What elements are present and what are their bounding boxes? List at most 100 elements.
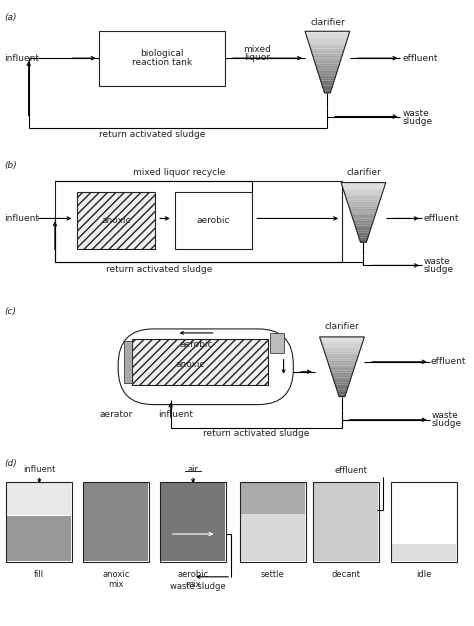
Polygon shape — [341, 183, 386, 185]
Polygon shape — [337, 392, 346, 394]
Polygon shape — [324, 91, 331, 93]
Text: effluent: effluent — [430, 357, 466, 366]
Text: sludge: sludge — [431, 419, 462, 428]
Text: sludge: sludge — [424, 265, 454, 274]
Polygon shape — [328, 361, 356, 363]
Polygon shape — [323, 88, 332, 91]
Polygon shape — [338, 394, 346, 397]
Polygon shape — [356, 228, 371, 230]
Polygon shape — [334, 380, 350, 382]
Text: effluent: effluent — [334, 466, 367, 475]
FancyBboxPatch shape — [118, 329, 293, 404]
Polygon shape — [320, 81, 334, 83]
Bar — [240, 482, 306, 562]
Text: waste: waste — [431, 411, 458, 420]
Bar — [132, 339, 268, 385]
Polygon shape — [335, 382, 350, 385]
Text: sludge: sludge — [402, 117, 432, 126]
Text: (d): (d) — [4, 459, 17, 468]
Polygon shape — [317, 68, 338, 71]
Bar — [241, 483, 305, 515]
Polygon shape — [345, 195, 382, 197]
Polygon shape — [318, 73, 337, 76]
Polygon shape — [346, 199, 380, 202]
Polygon shape — [309, 44, 346, 46]
Polygon shape — [322, 344, 362, 346]
Polygon shape — [306, 34, 349, 36]
Polygon shape — [313, 56, 342, 58]
Polygon shape — [336, 387, 348, 389]
Bar — [7, 516, 72, 561]
Text: settle: settle — [261, 570, 285, 579]
Polygon shape — [350, 209, 377, 211]
Text: fill: fill — [34, 570, 45, 579]
Polygon shape — [319, 76, 336, 78]
Polygon shape — [330, 368, 354, 371]
Text: influent: influent — [4, 54, 39, 63]
Text: clarifier: clarifier — [310, 18, 345, 27]
Polygon shape — [355, 225, 372, 228]
Text: aerobic: aerobic — [197, 216, 230, 225]
Polygon shape — [360, 240, 367, 242]
Bar — [241, 514, 305, 561]
Bar — [6, 482, 73, 562]
Bar — [6, 482, 73, 562]
Text: anoxic: anoxic — [175, 361, 205, 369]
Polygon shape — [315, 63, 340, 66]
Text: effluent: effluent — [424, 214, 459, 223]
Text: return activated sludge: return activated sludge — [203, 429, 310, 438]
Text: clarifier: clarifier — [325, 322, 359, 331]
Text: clarifier: clarifier — [346, 168, 381, 177]
Polygon shape — [322, 86, 333, 88]
Polygon shape — [321, 83, 333, 86]
Polygon shape — [351, 213, 376, 216]
Bar — [174, 192, 253, 249]
Bar — [99, 31, 225, 86]
Polygon shape — [319, 337, 365, 339]
Polygon shape — [324, 351, 360, 354]
Polygon shape — [335, 385, 349, 387]
Bar — [313, 482, 379, 562]
Polygon shape — [354, 221, 374, 223]
Polygon shape — [347, 202, 380, 204]
Polygon shape — [323, 346, 361, 349]
Polygon shape — [310, 49, 344, 51]
Polygon shape — [357, 233, 369, 235]
Text: return activated sludge: return activated sludge — [106, 265, 213, 274]
Polygon shape — [350, 211, 376, 213]
Bar — [314, 483, 378, 561]
Text: aerobic
mix: aerobic mix — [177, 570, 209, 589]
Text: idle: idle — [416, 570, 431, 579]
Text: waste sludge: waste sludge — [170, 582, 226, 591]
Text: reaction tank: reaction tank — [132, 58, 192, 67]
Polygon shape — [330, 371, 354, 372]
Polygon shape — [348, 204, 379, 207]
Polygon shape — [333, 377, 351, 380]
Polygon shape — [320, 78, 335, 81]
Bar — [84, 483, 148, 561]
Bar — [161, 483, 225, 561]
Polygon shape — [352, 216, 375, 218]
Text: (b): (b) — [4, 161, 17, 170]
Text: effluent: effluent — [402, 54, 438, 63]
Text: mixed liquor recycle: mixed liquor recycle — [133, 168, 225, 177]
Polygon shape — [342, 185, 385, 187]
Polygon shape — [314, 58, 341, 61]
Bar — [55, 180, 342, 262]
Text: decant: decant — [331, 570, 360, 579]
Text: return activated sludge: return activated sludge — [99, 130, 205, 139]
Text: influent: influent — [23, 464, 55, 474]
Polygon shape — [307, 39, 347, 41]
Polygon shape — [332, 375, 352, 377]
Polygon shape — [327, 359, 357, 361]
Polygon shape — [326, 356, 358, 359]
Polygon shape — [307, 36, 348, 39]
Text: waste: waste — [424, 257, 450, 266]
Text: (c): (c) — [4, 307, 16, 316]
Text: mixed: mixed — [244, 44, 271, 54]
Polygon shape — [344, 192, 383, 195]
Bar — [83, 482, 149, 562]
Polygon shape — [312, 53, 343, 56]
Polygon shape — [308, 41, 346, 44]
Polygon shape — [353, 218, 374, 221]
